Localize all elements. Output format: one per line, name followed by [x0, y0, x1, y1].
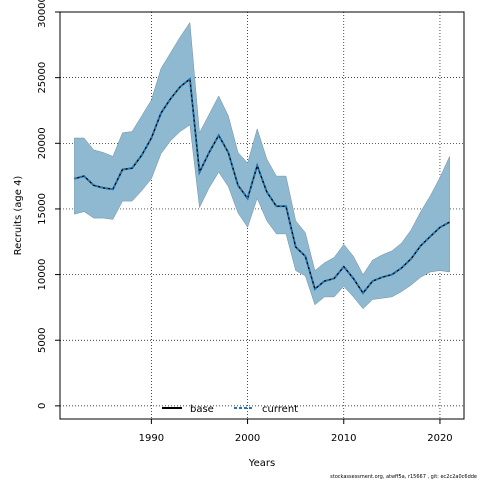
legend-label-current: current [262, 404, 298, 415]
plot-frame [59, 11, 465, 420]
grid-lines [60, 11, 464, 419]
x-tick-label: 2000 [235, 433, 260, 444]
x-axis: 1990 2000 2010 2020 [139, 419, 453, 444]
y-tick-label: 10000 [37, 259, 48, 291]
y-tick-label: 0 [37, 403, 48, 409]
y-tick-label: 5000 [37, 327, 48, 352]
y-axis-title: Recruits (age 4) [13, 176, 24, 256]
series-line-current [74, 77, 451, 295]
series-lines [74, 77, 451, 295]
y-tick-label: 20000 [37, 127, 48, 159]
x-tick-label: 2010 [331, 433, 356, 444]
x-tick-label: 1990 [139, 433, 164, 444]
x-tick-label: 2020 [427, 433, 452, 444]
y-axis: 0 5000 10000 15000 20000 25000 30000 [37, 0, 60, 409]
y-tick-label: 15000 [37, 193, 48, 225]
y-tick-label: 25000 [37, 62, 48, 94]
legend-label-base: base [190, 404, 214, 415]
legend: base current [162, 404, 298, 415]
confidence-band [74, 21, 450, 310]
footer-credit: stockassessment.org, atwff5a, r15667 , g… [330, 474, 477, 480]
y-tick-label: 30000 [37, 0, 48, 28]
x-axis-title: Years [248, 458, 275, 469]
